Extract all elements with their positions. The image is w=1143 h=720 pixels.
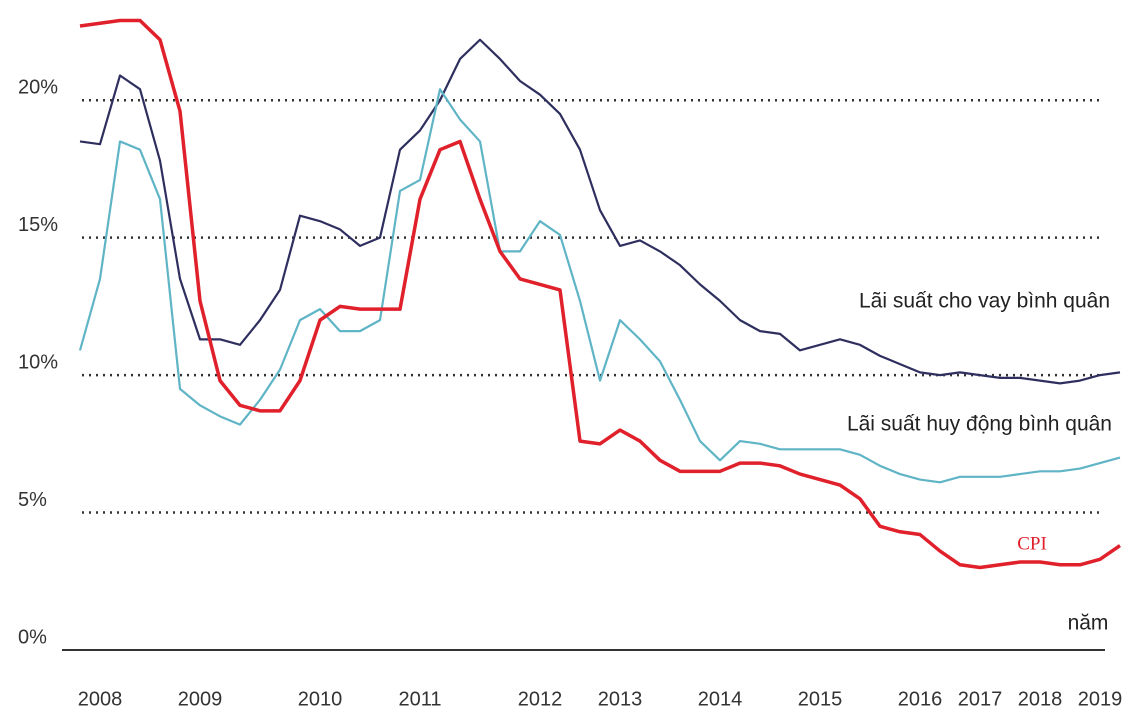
series-line [79, 38, 1121, 385]
x-tick-label: 2015 [798, 688, 843, 710]
x-tick-label: 2014 [698, 688, 743, 710]
y-tick-label: 20% [18, 76, 58, 98]
x-tick-label: 2016 [898, 688, 943, 710]
x-tick-label: 2018 [1018, 688, 1063, 710]
series-label: Lãi suất huy động bình quân [847, 413, 1112, 436]
x-tick-label: 2012 [518, 688, 563, 710]
x-tick-label: 2019 [1078, 688, 1123, 710]
y-tick-label: 10% [18, 351, 58, 373]
x-axis-label: năm [1068, 612, 1109, 635]
x-tick-label: 2009 [178, 688, 223, 710]
y-tick-label: 5% [18, 489, 47, 511]
x-tick-label: 2008 [78, 688, 123, 710]
series-label: CPI [1017, 533, 1047, 554]
y-tick-label: 0% [18, 626, 47, 648]
series-label: Lãi suất cho vay bình quân [859, 290, 1110, 313]
series-line [79, 18, 1121, 570]
x-tick-label: 2011 [398, 688, 441, 710]
x-tick-label: 2017 [958, 688, 1003, 710]
x-tick-label: 2010 [298, 688, 343, 710]
x-tick-label: 2013 [598, 688, 643, 710]
y-tick-label: 15% [18, 214, 58, 236]
